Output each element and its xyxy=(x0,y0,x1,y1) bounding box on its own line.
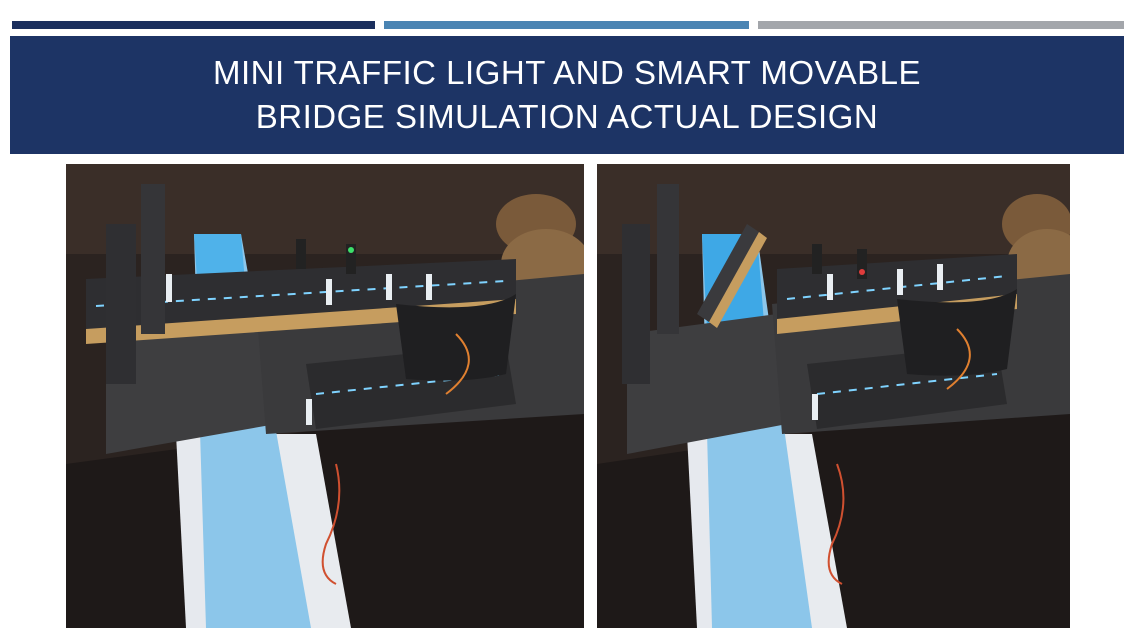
photo-illustration-raised xyxy=(597,164,1070,628)
photo-illustration-lowered xyxy=(66,164,584,628)
accent-bar-dark-blue xyxy=(12,21,375,29)
title-banner: MINI TRAFFIC LIGHT AND SMART MOVABLE BRI… xyxy=(10,36,1124,154)
bridge-model-lowered-photo xyxy=(66,164,584,628)
slide-title: MINI TRAFFIC LIGHT AND SMART MOVABLE BRI… xyxy=(212,54,922,135)
accent-bar-light-blue xyxy=(384,21,749,29)
accent-bar-gray xyxy=(758,21,1124,29)
bridge-model-raised-photo xyxy=(597,164,1070,628)
